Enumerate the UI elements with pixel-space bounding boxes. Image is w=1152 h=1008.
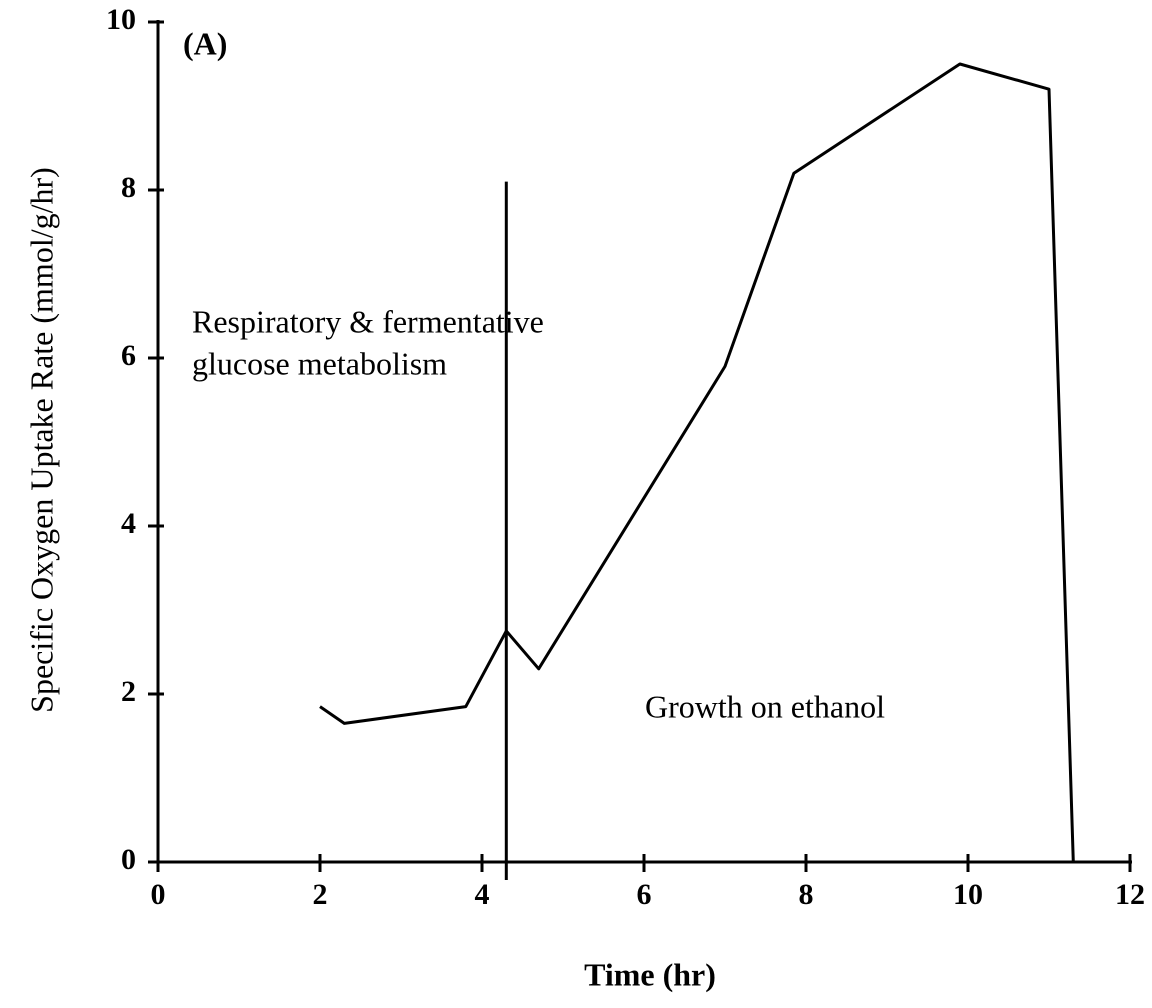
annotation: Growth on ethanol — [645, 688, 885, 724]
y-tick-label: 10 — [106, 3, 136, 36]
panel-label: (A) — [183, 25, 227, 61]
y-tick-label: 2 — [121, 675, 136, 708]
x-tick-label: 2 — [313, 878, 328, 911]
x-tick-label: 12 — [1115, 878, 1145, 911]
annotation: glucose metabolism — [192, 345, 447, 381]
y-axis-label: Specific Oxygen Uptake Rate (mmol/g/hr) — [23, 167, 59, 713]
x-tick-label: 6 — [637, 878, 652, 911]
x-tick-label: 4 — [475, 878, 490, 911]
y-tick-label: 0 — [121, 843, 136, 876]
x-tick-label: 8 — [799, 878, 814, 911]
x-tick-label: 0 — [151, 878, 166, 911]
y-tick-label: 6 — [121, 339, 136, 372]
x-axis-label: Time (hr) — [584, 956, 716, 992]
annotation: Respiratory & fermentative — [192, 303, 544, 339]
data-line — [319, 62, 1075, 863]
x-tick-label: 10 — [953, 878, 983, 911]
y-tick-label: 8 — [121, 171, 136, 204]
y-tick-label: 4 — [121, 507, 136, 540]
